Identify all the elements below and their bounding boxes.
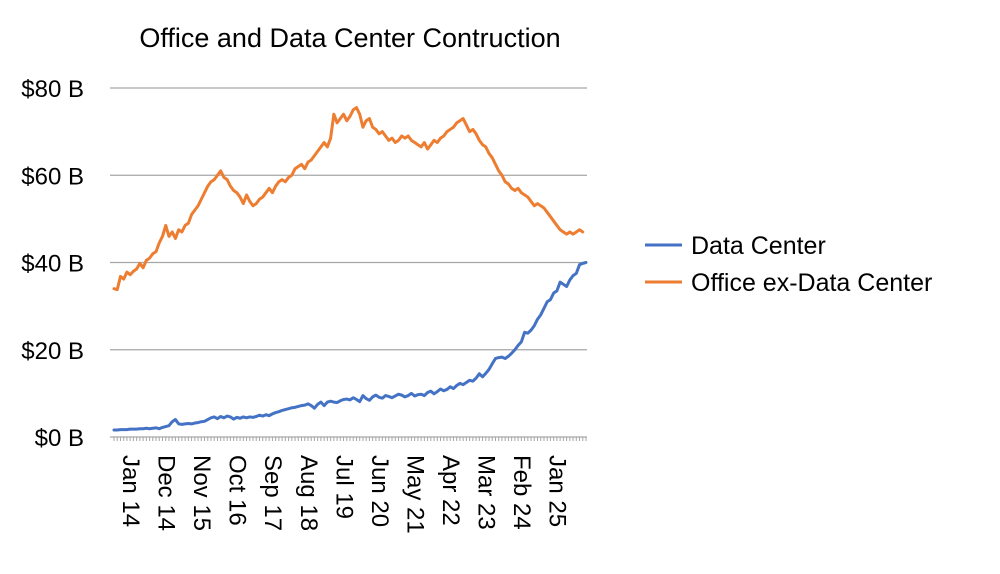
legend-label: Data Center xyxy=(691,232,826,260)
x-tick-label: Apr 22 xyxy=(437,455,464,526)
chart-title: Office and Data Center Contruction xyxy=(139,23,560,53)
x-tick-label: Jan 14 xyxy=(117,455,144,527)
x-tick-label: Jan 25 xyxy=(544,455,571,527)
legend-label: Office ex-Data Center xyxy=(691,269,932,297)
x-tick-label: Jun 20 xyxy=(366,455,393,527)
x-tick-label: Feb 24 xyxy=(508,455,535,530)
x-tick-label: Sep 17 xyxy=(259,455,286,531)
x-tick-label: Aug 18 xyxy=(295,455,322,531)
gridlines xyxy=(110,87,587,351)
series-line-office-ex-data-center xyxy=(112,106,585,292)
y-tick-label: $40 B xyxy=(21,251,84,278)
x-tick-label: Jul 19 xyxy=(330,455,357,519)
y-axis-tick-labels: $0 B $20 B $40 B $60 B $80 B xyxy=(21,76,84,452)
x-tick-label: Nov 15 xyxy=(188,455,215,531)
series-line-data-center xyxy=(112,261,588,432)
y-tick-label: $20 B xyxy=(21,338,84,365)
x-tick-label: Mar 23 xyxy=(473,455,500,530)
y-tick-label: $80 B xyxy=(21,76,84,103)
series-lines xyxy=(112,106,588,432)
x-axis: Jan 14 Dec 14 Nov 15 Oct 16 Sep 17 Aug 18 Jul … xyxy=(110,436,587,534)
x-tick-label: Oct 16 xyxy=(224,455,251,526)
x-tick-label: May 21 xyxy=(401,455,428,534)
y-tick-label: $60 B xyxy=(21,163,84,190)
x-tick-label: Dec 14 xyxy=(153,455,180,531)
y-tick-label: $0 B xyxy=(35,425,84,452)
legend: Data Center Office ex-Data Center xyxy=(645,232,932,297)
